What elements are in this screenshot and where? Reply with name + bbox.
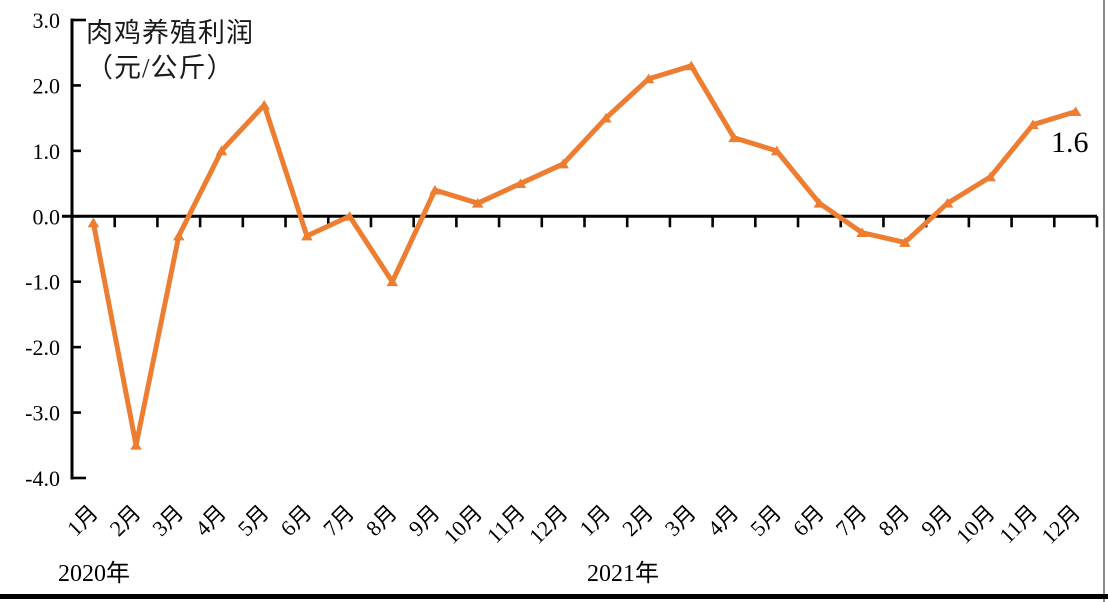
x-axis-category-label: 11月 bbox=[994, 500, 1042, 548]
data-point-marker bbox=[343, 211, 356, 221]
data-point-marker bbox=[1069, 106, 1082, 116]
y-axis-tick-label: -3.0 bbox=[25, 401, 60, 426]
data-point-marker bbox=[770, 145, 783, 156]
data-point-marker bbox=[301, 230, 313, 241]
x-axis-category-label: 9月 bbox=[404, 500, 445, 541]
x-axis-category-label: 1月 bbox=[574, 500, 615, 541]
x-axis-category-label: 11月 bbox=[482, 500, 530, 548]
chart-title-line1: 肉鸡养殖利润 bbox=[86, 18, 254, 48]
x-axis-category-label: 8月 bbox=[873, 500, 914, 541]
y-axis-tick-label: -2.0 bbox=[25, 335, 60, 360]
x-axis-category-label: 10月 bbox=[951, 500, 1000, 549]
y-axis-tick-label: -4.0 bbox=[25, 466, 60, 491]
x-axis-category-label: 2月 bbox=[617, 500, 658, 541]
y-axis-tick-label: 0.0 bbox=[33, 204, 61, 229]
x-axis-category-label: 3月 bbox=[147, 500, 188, 541]
data-point-marker bbox=[899, 237, 911, 247]
chart-title: 肉鸡养殖利润 （元/公斤） bbox=[86, 16, 254, 86]
x-axis-category-label: 3月 bbox=[660, 500, 701, 541]
data-point-marker bbox=[813, 198, 826, 208]
x-axis-category-label: 8月 bbox=[361, 500, 402, 541]
data-point-marker bbox=[728, 132, 740, 143]
x-axis-category-label: 12月 bbox=[524, 500, 573, 549]
data-point-marker bbox=[941, 198, 954, 208]
axis-group-label-2020: 2020年 bbox=[58, 561, 130, 587]
data-point-marker bbox=[856, 227, 868, 238]
data-point-marker bbox=[386, 276, 399, 287]
y-axis-tick-label: 1.0 bbox=[33, 139, 61, 164]
page-bottom-border bbox=[0, 594, 1108, 599]
x-axis-category-label: 5月 bbox=[233, 500, 274, 541]
data-point-marker bbox=[87, 217, 100, 228]
profit-line-series bbox=[90, 63, 1079, 448]
data-point-marker bbox=[557, 158, 569, 169]
x-axis-category-label: 7月 bbox=[318, 500, 359, 541]
last-point-value-label: 1.6 bbox=[1051, 126, 1089, 159]
x-axis-category-label: 6月 bbox=[788, 500, 829, 541]
y-axis-tick-label: 2.0 bbox=[33, 73, 61, 98]
data-point-marker bbox=[471, 198, 484, 208]
x-axis-category-label: 6月 bbox=[275, 500, 316, 541]
data-point-marker bbox=[685, 60, 698, 71]
x-axis-category-label: 4月 bbox=[702, 500, 743, 541]
x-axis-category-label: 10月 bbox=[438, 500, 487, 549]
data-point-marker bbox=[130, 440, 142, 450]
data-point-marker bbox=[642, 73, 655, 84]
x-axis-category-label: 2月 bbox=[105, 500, 146, 541]
x-axis-category-label: 9月 bbox=[916, 500, 957, 541]
data-point-marker bbox=[172, 230, 185, 241]
x-axis-category-label: 5月 bbox=[745, 500, 786, 541]
axis-group-label-2021: 2021年 bbox=[587, 561, 659, 587]
data-point-marker bbox=[984, 171, 997, 182]
data-point-marker bbox=[1027, 119, 1039, 130]
data-point-marker bbox=[215, 145, 228, 156]
x-axis-category-label: 4月 bbox=[190, 500, 231, 541]
x-axis-category-label: 7月 bbox=[831, 500, 872, 541]
y-axis-tick-label: -1.0 bbox=[25, 270, 60, 295]
data-point-marker bbox=[429, 184, 441, 195]
page-right-border bbox=[1103, 0, 1105, 602]
data-point-marker bbox=[600, 112, 612, 123]
data-point-marker bbox=[514, 178, 527, 188]
chart-title-line2: （元/公斤） bbox=[86, 53, 235, 83]
data-point-marker bbox=[258, 99, 270, 110]
x-axis-category-label: 12月 bbox=[1036, 500, 1085, 549]
y-axis-tick-label: 3.0 bbox=[33, 8, 61, 33]
x-axis-category-label: 1月 bbox=[62, 500, 103, 541]
